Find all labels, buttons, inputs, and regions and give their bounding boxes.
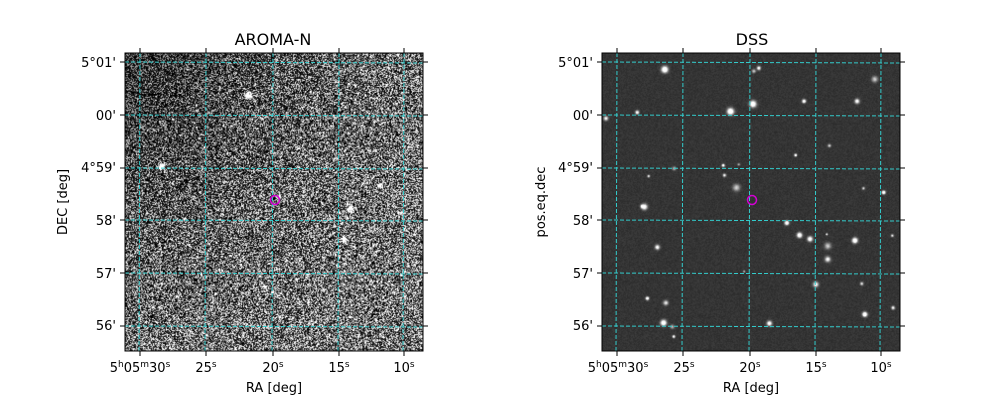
grid-line-dec (601, 61, 901, 64)
axis-ticks (597, 48, 905, 356)
aroma-n-image (125, 53, 423, 351)
grid-line-dec (124, 219, 424, 222)
x-tick-label: 20s (262, 360, 284, 376)
x-tick-label: 10s (870, 360, 892, 376)
grid-line-ra (879, 52, 882, 352)
target-marker (269, 194, 281, 206)
target-marker (746, 194, 758, 206)
x-axis-label: RA [deg] (723, 381, 779, 396)
y-tick-label: 00' (96, 109, 116, 124)
grid-line-ra (615, 52, 618, 352)
plot-frame (124, 52, 424, 352)
image-area (602, 53, 900, 351)
x-tick-label: 25s (673, 360, 695, 376)
dss-image (602, 53, 900, 351)
x-tick-label: 25s (195, 360, 217, 376)
image-area (125, 53, 423, 351)
y-axis-label: pos.eq.dec (534, 167, 549, 238)
y-tick-label: 4°59' (81, 161, 116, 176)
panel-title: DSS (736, 30, 769, 49)
x-tick-label: 20s (739, 360, 761, 376)
y-tick-label: 4°59' (558, 161, 593, 176)
x-tick-label: 15s (328, 360, 350, 376)
y-tick-labels: 5°01' 00' 4°59' 58' 57' 56' (558, 56, 593, 334)
y-tick-label: 56' (573, 319, 593, 334)
plot-frame (601, 52, 901, 352)
aroma-n-plot: AROMA-N 5h05m30s 25s 20s 15s 10s 5°01' 0… (56, 30, 428, 396)
y-tick-label: 00' (573, 109, 593, 124)
grid-line-dec (601, 114, 901, 117)
x-tick-label: 15s (805, 360, 827, 376)
aroma-n-panel: AROMA-N 5h05m30s 25s 20s 15s 10s 5°01' 0… (56, 30, 428, 396)
coordinate-grid (124, 52, 424, 352)
axis-ticks (120, 48, 428, 356)
y-tick-label: 58' (573, 214, 593, 229)
x-axis-label: RA [deg] (246, 381, 302, 396)
grid-line-ra (138, 52, 141, 352)
dss-panel: DSS 5h05m30s 25s 20s 15s 10s 5°01' 00' 4… (500, 0, 1000, 400)
grid-line-ra (748, 52, 751, 352)
y-tick-label: 57' (573, 267, 593, 282)
grid-line-dec (601, 219, 901, 222)
y-tick-label: 57' (96, 267, 116, 282)
grid-line-dec (124, 167, 424, 170)
grid-line-dec (124, 114, 424, 117)
dss-plot: DSS 5h05m30s 25s 20s 15s 10s 5°01' 00' 4… (534, 30, 905, 396)
x-tick-label: 5h05m30s (588, 360, 649, 376)
y-axis-label: DEC [deg] (56, 169, 71, 235)
panel-title: AROMA-N (235, 30, 312, 49)
coordinate-grid (601, 52, 901, 352)
grid-line-ra (337, 52, 340, 352)
grid-line-dec (124, 61, 424, 64)
grid-line-dec (601, 167, 901, 170)
grid-line-ra (814, 52, 817, 352)
x-tick-label: 5h05m30s (110, 360, 171, 376)
grid-line-ra (271, 52, 274, 352)
y-tick-label: 5°01' (558, 56, 593, 71)
grid-line-ra (204, 52, 207, 352)
x-tick-label: 10s (393, 360, 415, 376)
x-tick-labels: 5h05m30s 25s 20s 15s 10s (588, 360, 892, 376)
grid-line-dec (601, 325, 901, 328)
grid-line-dec (601, 272, 901, 275)
grid-line-ra (402, 52, 405, 352)
grid-line-ra (681, 52, 684, 352)
y-tick-label: 56' (96, 319, 116, 334)
y-tick-label: 58' (96, 214, 116, 229)
y-tick-label: 5°01' (81, 56, 116, 71)
x-tick-labels: 5h05m30s 25s 20s 15s 10s (110, 360, 415, 376)
grid-line-dec (124, 272, 424, 275)
grid-line-dec (124, 325, 424, 328)
y-tick-labels: 5°01' 00' 4°59' 58' 57' 56' (81, 56, 116, 334)
